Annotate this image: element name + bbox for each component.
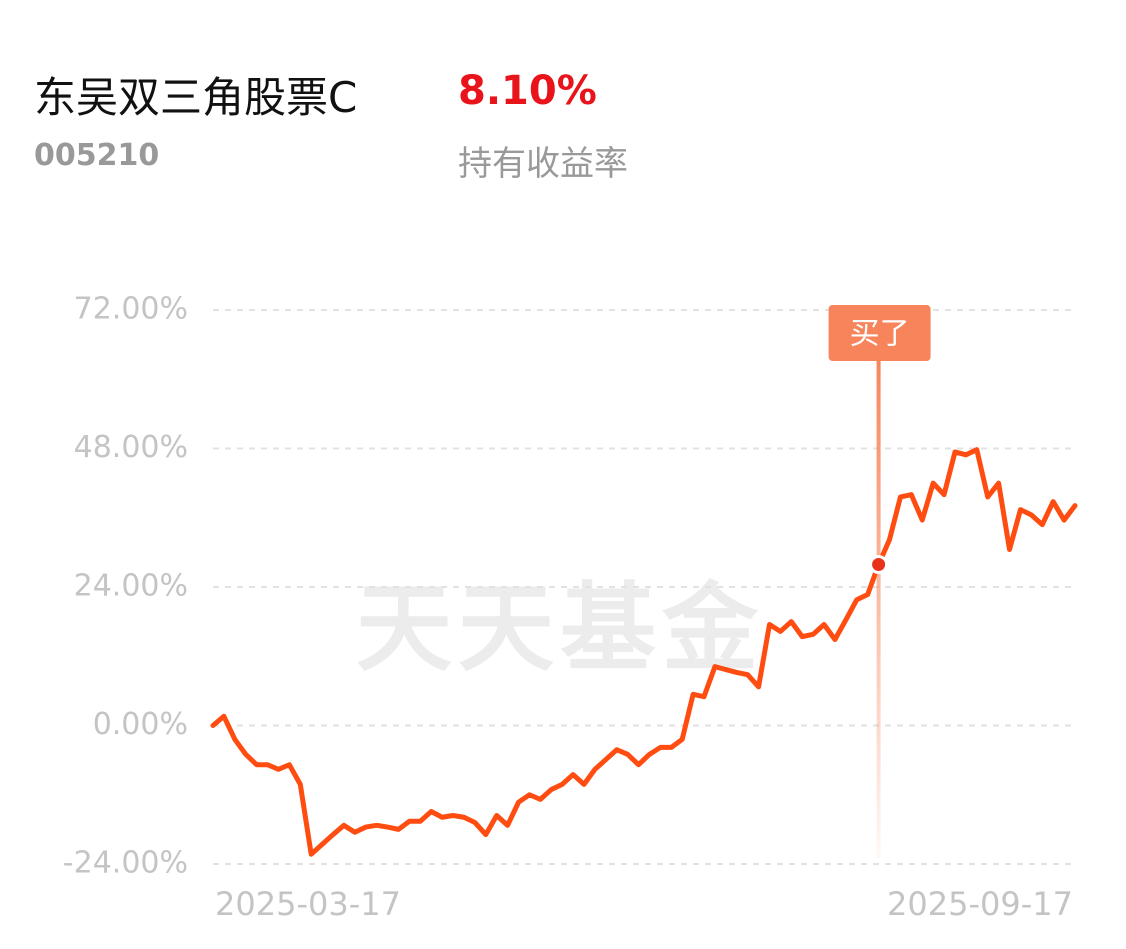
header: 东吴双三角股票C 8.10% 005210 持有收益率 bbox=[0, 0, 1126, 200]
return-label: 持有收益率 bbox=[458, 144, 628, 184]
x-tick-label: 2025-03-17 bbox=[215, 885, 401, 923]
y-tick-label: 24.00% bbox=[74, 569, 188, 604]
buy-marker-line bbox=[876, 358, 881, 858]
buy-marker-box bbox=[828, 305, 931, 361]
fund-code: 005210 bbox=[34, 138, 160, 173]
fund-name: 东吴双三角股票C bbox=[34, 73, 358, 122]
y-tick-label: 48.00% bbox=[74, 430, 188, 465]
x-tick-label: 2025-09-17 bbox=[887, 885, 1073, 923]
y-tick-label: -24.00% bbox=[63, 846, 188, 881]
y-tick-label: 72.00% bbox=[74, 292, 188, 327]
buy-point bbox=[869, 554, 889, 574]
series-line bbox=[210, 447, 1078, 857]
watermark: 天天基金 bbox=[356, 572, 764, 684]
buy-marker-label: 买了 bbox=[850, 317, 910, 352]
y-tick-label: 0.00% bbox=[93, 707, 188, 742]
return-value: 8.10% bbox=[458, 68, 597, 114]
